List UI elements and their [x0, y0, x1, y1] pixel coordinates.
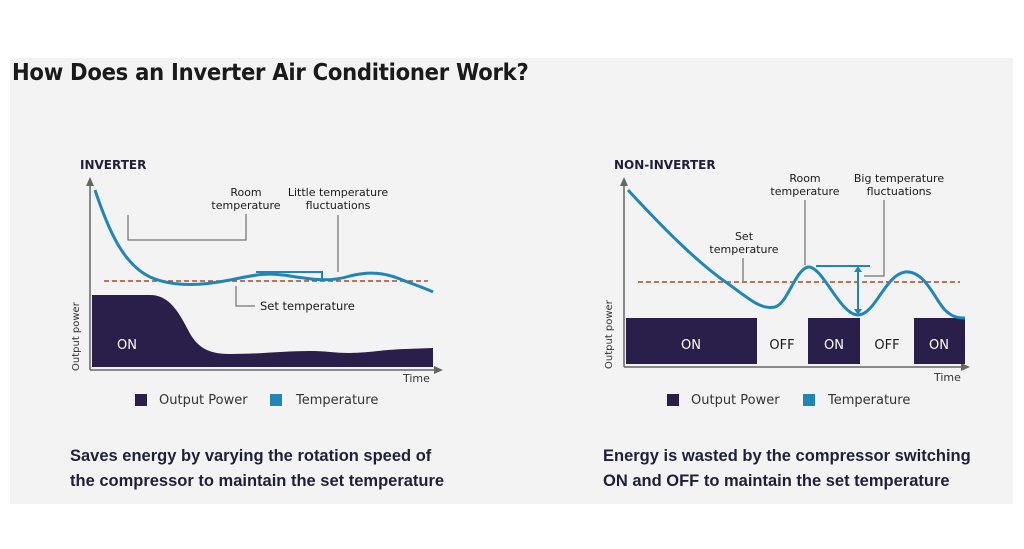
inverter-little-fluct-label-1: Little temperature [288, 186, 389, 199]
non-inverter-segment-label-4: OFF [874, 338, 899, 353]
inverter-legend-temperature-swatch [270, 394, 282, 406]
inverter-fluctuation-bracket [256, 271, 323, 280]
inverter-legend-temperature: Temperature [295, 393, 378, 408]
inverter-x-axis-label: Time [402, 372, 430, 385]
non-inverter-x-axis-label: Time [933, 371, 961, 384]
non-inverter-big-fluct-leader [864, 200, 885, 277]
non-inverter-room-temp-label-2: temperature [770, 185, 839, 198]
non-inverter-segment-on-1 [626, 318, 757, 364]
inverter-little-fluct-label-2: fluctuations [306, 199, 371, 212]
inverter-legend-output-power: Output Power [159, 393, 248, 408]
non-inverter-x-axis-arrow [961, 363, 970, 371]
inverter-on-label: ON [117, 338, 137, 353]
non-inverter-legend-temperature-swatch [803, 394, 815, 406]
non-inverter-big-fluct-label-2: fluctuations [867, 185, 932, 198]
non-inverter-segment-label-5: ON [929, 338, 949, 353]
non-inverter-fluct-arrowhead-up [854, 266, 862, 272]
page-title: How Does an Inverter Air Conditioner Wor… [12, 60, 529, 86]
non-inverter-y-axis-label: Output power [604, 299, 615, 369]
non-inverter-segment-on-2 [808, 318, 860, 364]
non-inverter-segment-label-3: ON [824, 338, 844, 353]
inverter-legend-output-power-swatch [135, 394, 147, 406]
non-inverter-caption: Energy is wasted by the compressor switc… [603, 444, 971, 494]
non-inverter-set-temp-label-1: Set [735, 230, 754, 243]
non-inverter-segment-label-2: OFF [769, 338, 794, 353]
inverter-y-axis-arrow [86, 177, 94, 186]
non-inverter-y-axis-arrow [620, 177, 628, 186]
non-inverter-room-temp-label-1: Room [789, 172, 820, 185]
non-inverter-caption-line-1: Energy is wasted by the compressor switc… [603, 447, 971, 465]
non-inverter-fluct-arrowhead-down [854, 309, 862, 315]
inverter-output-power-area [92, 295, 433, 367]
inverter-set-temp-leader [235, 286, 255, 307]
inverter-room-temp-label-1: Room [230, 186, 261, 199]
non-inverter-heading: NON-INVERTER [614, 158, 716, 172]
inverter-caption-line-2: the compressor to maintain the set tempe… [70, 472, 445, 490]
non-inverter-legend-output-power-swatch [667, 394, 679, 406]
non-inverter-panel: NON-INVERTER Output power Time ON OFF ON… [604, 158, 970, 408]
non-inverter-big-fluct-label-1: Big temperature [854, 172, 944, 185]
non-inverter-temperature-curve [626, 188, 966, 320]
inverter-room-temp-leader [127, 214, 247, 241]
inverter-heading: INVERTER [80, 158, 146, 172]
non-inverter-legend-temperature: Temperature [827, 393, 910, 408]
non-inverter-caption-line-2: ON and OFF to maintain the set temperatu… [603, 472, 950, 490]
inverter-caption: Saves energy by varying the rotation spe… [70, 444, 444, 494]
inverter-x-axis-arrow [434, 366, 443, 374]
inverter-room-temp-label-2: temperature [211, 199, 280, 212]
non-inverter-segment-on-3 [914, 318, 965, 364]
non-inverter-set-temp-label-2: temperature [709, 243, 778, 256]
inverter-caption-line-1: Saves energy by varying the rotation spe… [70, 447, 432, 465]
non-inverter-legend-output-power: Output Power [691, 393, 780, 408]
inverter-temperature-curve [93, 189, 434, 294]
inverter-panel: INVERTER Output power Time ON Room tempe… [71, 158, 443, 408]
non-inverter-segment-label-1: ON [681, 338, 701, 353]
inverter-y-axis-label: Output power [71, 301, 82, 371]
inverter-set-temp-label: Set temperature [260, 299, 355, 313]
